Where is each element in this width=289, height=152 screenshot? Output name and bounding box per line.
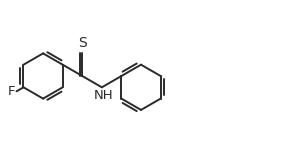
Text: NH: NH [94, 89, 113, 102]
Text: S: S [78, 36, 87, 50]
Text: F: F [8, 85, 15, 98]
